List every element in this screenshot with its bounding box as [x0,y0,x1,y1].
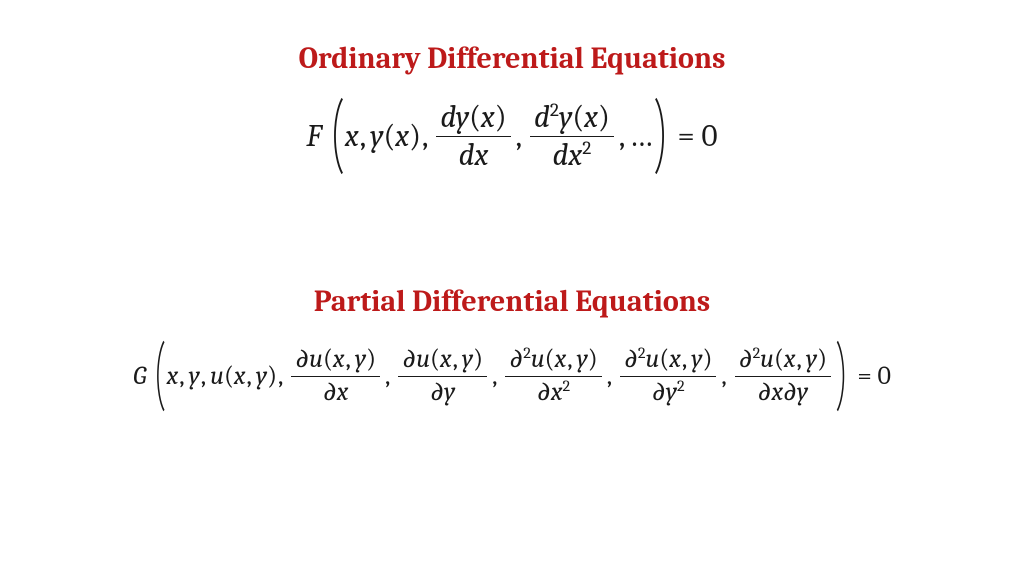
comma: , [721,363,726,389]
comma: , [360,121,366,152]
pde-title: Partial Differential Equations [314,285,710,318]
ode-arg-x: x [345,121,359,152]
lparen-icon [152,340,166,412]
ode-arg-yx: y(x) [370,121,421,152]
ode-title: Ordinary Differential Equations [299,42,726,75]
comma: , [619,121,625,152]
rparen-icon [653,97,670,175]
comma: , [607,363,612,389]
pde-arg-d2u-dxdy: ∂2u(x,y) ∂x∂y [735,344,831,408]
pde-rhs: = 0 [857,363,891,389]
pde-arg-y: y [189,363,200,389]
rparen-icon [835,340,849,412]
page: Ordinary Differential Equations F x , y(… [0,0,1024,576]
ode-arg-dy-dx: dy(x) dx [436,99,510,173]
comma: , [492,363,497,389]
comma: , [201,363,206,389]
pde-arg-d2u-dx2: ∂2u(x,y) ∂x2 [505,344,601,408]
comma: , [179,363,184,389]
pde-section: Partial Differential Equations G x , y ,… [0,285,1024,412]
pde-lhs-G: G [133,363,146,389]
comma: , [278,363,283,389]
pde-arg-d2u-dy2: ∂2u(x,y) ∂y2 [620,344,716,408]
pde-arg-du-dx: ∂u(x,y) ∂x [291,344,380,408]
pde-equation: G x , y , u(x,y) , ∂u(x,y) ∂x , ∂u(x,y) [133,340,891,412]
pde-arg-du-dy: ∂u(x,y) ∂y [398,344,487,408]
ode-rhs: = 0 [678,121,718,152]
ode-section: Ordinary Differential Equations F x , y(… [0,42,1024,175]
comma: , [385,363,390,389]
ode-equation: F x , y(x) , dy(x) dx , d2y(x) dx2 , [306,97,717,175]
ode-lhs-F: F [306,121,321,152]
pde-arg-x: x [167,363,179,389]
ode-arg-ellipsis: … [629,121,652,152]
comma: , [516,121,522,152]
ode-arg-d2y-dx2: d2y(x) dx2 [530,99,614,173]
pde-arg-uxy: u(x,y) [210,363,277,389]
comma: , [422,121,428,152]
lparen-icon [328,97,345,175]
